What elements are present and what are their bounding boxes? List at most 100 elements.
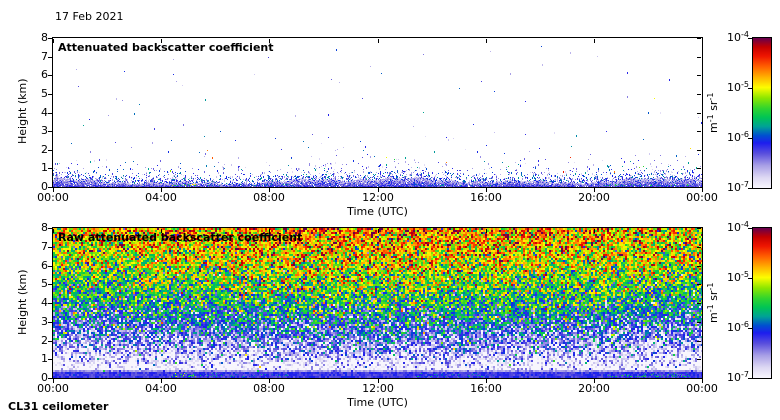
x-tick-label: 00:00 [686, 382, 718, 395]
y-tick-mark [48, 187, 52, 188]
y-tick-mark [697, 303, 701, 304]
y-tick-label: 1 [41, 161, 48, 174]
x-tick-mark [161, 229, 162, 233]
x-tick-mark [702, 188, 703, 192]
attenuated-heatmap [53, 38, 702, 187]
y-tick-label: 3 [41, 124, 48, 137]
y-tick-label: 8 [41, 31, 48, 44]
y-tick-mark [697, 168, 701, 169]
x-tick-mark [378, 188, 379, 192]
x-axis-label: Time (UTC) [347, 396, 408, 409]
y-tick-label: 4 [41, 106, 48, 119]
panel-title: Attenuated backscatter coefficient [58, 41, 274, 54]
colorbar-unit-label: m-1 sr-1 [706, 92, 720, 133]
y-tick-label: 3 [41, 315, 48, 328]
y-tick-mark [48, 378, 52, 379]
x-tick-mark [53, 188, 54, 192]
y-axis-label: Height (km) [16, 269, 29, 335]
x-tick-label: 04:00 [145, 382, 177, 395]
y-tick-mark [697, 75, 701, 76]
x-tick-mark [269, 379, 270, 383]
y-tick-mark [48, 75, 52, 76]
y-tick-label: 8 [41, 221, 48, 234]
x-tick-mark [269, 229, 270, 233]
colorbar-tick-label: 10-5 [727, 270, 749, 284]
x-tick-label: 16:00 [470, 191, 502, 204]
y-tick-mark [697, 187, 701, 188]
y-tick-mark [697, 57, 701, 58]
y-tick-mark [48, 322, 52, 323]
x-tick-label: 12:00 [362, 382, 394, 395]
x-tick-mark [269, 39, 270, 43]
x-tick-label: 08:00 [253, 191, 285, 204]
colorbar-tick-label: 10-7 [727, 180, 749, 194]
y-tick-mark [697, 113, 701, 114]
x-tick-mark [378, 39, 379, 43]
x-tick-mark [53, 229, 54, 233]
date-label: 17 Feb 2021 [55, 10, 124, 23]
x-tick-mark [486, 379, 487, 383]
x-tick-label: 00:00 [37, 191, 69, 204]
x-tick-label: 08:00 [253, 382, 285, 395]
x-tick-mark [702, 39, 703, 43]
y-tick-mark [48, 131, 52, 132]
panel-title: Raw attenuated backscatter coefficient [58, 231, 303, 244]
x-tick-mark [53, 39, 54, 43]
y-tick-label: 5 [41, 277, 48, 290]
plot-frame [52, 227, 703, 379]
y-tick-mark [48, 284, 52, 285]
x-tick-mark [486, 229, 487, 233]
y-tick-label: 0 [41, 371, 48, 384]
y-tick-mark [697, 228, 701, 229]
x-tick-mark [53, 379, 54, 383]
y-tick-mark [48, 150, 52, 151]
y-tick-mark [697, 131, 701, 132]
plot-frame [52, 37, 703, 188]
y-tick-mark [48, 228, 52, 229]
y-tick-label: 1 [41, 352, 48, 365]
y-tick-mark [697, 322, 701, 323]
y-tick-label: 0 [41, 180, 48, 193]
colorbar-frame [752, 37, 772, 189]
y-tick-mark [48, 359, 52, 360]
colorbar-tick-mark [748, 188, 752, 189]
colorbar-tick-mark [748, 38, 752, 39]
colorbar-tick-label: 10-4 [727, 220, 749, 234]
y-tick-mark [48, 266, 52, 267]
y-tick-label: 7 [41, 240, 48, 253]
y-tick-mark [48, 38, 52, 39]
colorbar-tick-mark [748, 228, 752, 229]
colorbar-tick-label: 10-6 [727, 130, 749, 144]
y-tick-label: 4 [41, 296, 48, 309]
x-tick-mark [702, 229, 703, 233]
x-tick-mark [702, 379, 703, 383]
raw-heatmap [53, 228, 702, 378]
x-tick-label: 20:00 [578, 382, 610, 395]
y-tick-mark [697, 94, 701, 95]
x-tick-mark [269, 188, 270, 192]
x-tick-mark [161, 379, 162, 383]
y-tick-mark [697, 247, 701, 248]
y-tick-mark [48, 247, 52, 248]
y-tick-mark [697, 266, 701, 267]
colorbar-tick-mark [748, 378, 752, 379]
y-tick-label: 6 [41, 68, 48, 81]
y-tick-mark [697, 150, 701, 151]
colorbar-tick-label: 10-5 [727, 80, 749, 94]
colorbar-tick-label: 10-4 [727, 30, 749, 44]
y-tick-label: 2 [41, 143, 48, 156]
colorbar-unit-label: m-1 sr-1 [706, 282, 720, 323]
x-tick-mark [486, 39, 487, 43]
colorbar-tick-mark [748, 138, 752, 139]
y-tick-mark [48, 168, 52, 169]
y-tick-mark [48, 94, 52, 95]
x-tick-label: 00:00 [37, 382, 69, 395]
colorbar-gradient [753, 228, 771, 378]
x-tick-mark [594, 188, 595, 192]
colorbar-tick-label: 10-6 [727, 320, 749, 334]
colorbar-frame [752, 227, 772, 379]
y-tick-mark [697, 359, 701, 360]
x-tick-mark [594, 379, 595, 383]
x-axis-label: Time (UTC) [347, 205, 408, 218]
